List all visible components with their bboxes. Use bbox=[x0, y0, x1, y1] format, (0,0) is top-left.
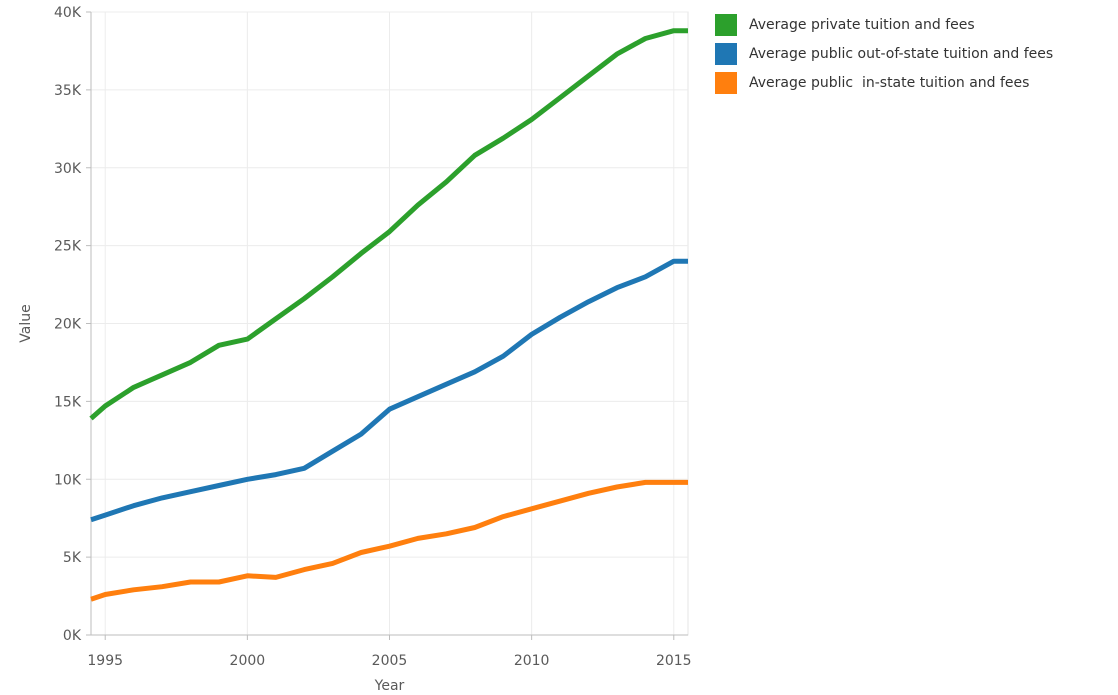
y-tick-label: 35K bbox=[54, 83, 82, 99]
y-tick-label: 30K bbox=[54, 161, 82, 177]
legend-swatch-public-out-of-state bbox=[715, 43, 737, 65]
y-axis-title: Value bbox=[18, 304, 34, 342]
series-lines bbox=[89, 28, 688, 602]
y-tick-label: 25K bbox=[54, 239, 82, 255]
legend-label-private: Average private tuition and fees bbox=[749, 17, 975, 33]
y-tick-label: 5K bbox=[63, 550, 82, 566]
y-tick-label: 40K bbox=[54, 5, 82, 21]
x-tick-label: 2010 bbox=[514, 653, 550, 669]
x-tick-label: 1995 bbox=[87, 653, 123, 669]
axes: 0K 5K 10K 15K 20K 25K 30K 35K 40K 1995 2000 2005 201… bbox=[54, 5, 692, 669]
series-line-2 bbox=[90, 479, 688, 602]
legend-item-private[interactable]: Average private tuition and fees bbox=[715, 14, 1053, 36]
legend-item-public-in-state[interactable]: Average public in-state tuition and fees bbox=[715, 72, 1053, 94]
grid-lines bbox=[90, 11, 689, 636]
y-tick-label: 20K bbox=[54, 317, 82, 333]
legend-swatch-public-in-state bbox=[715, 72, 737, 94]
x-tick-label: 2005 bbox=[372, 653, 408, 669]
x-axis-title: Year bbox=[374, 678, 405, 694]
series-line-0 bbox=[89, 28, 688, 421]
legend-label-public-out-of-state: Average public out-of-state tuition and … bbox=[749, 46, 1054, 62]
y-tick-label: 10K bbox=[54, 472, 82, 488]
legend: Average private tuition and fees Average… bbox=[715, 14, 1053, 107]
y-tick-label: 15K bbox=[54, 394, 82, 410]
legend-item-public-out-of-state[interactable]: Average public out-of-state tuition and … bbox=[715, 43, 1053, 65]
y-tick-label: 0K bbox=[63, 628, 82, 644]
series-line-1 bbox=[90, 258, 688, 523]
legend-swatch-private bbox=[715, 14, 737, 36]
x-tick-label: 2000 bbox=[230, 653, 266, 669]
legend-label-public-in-state: Average public in-state tuition and fees bbox=[749, 75, 1030, 91]
x-tick-label: 2015 bbox=[656, 653, 692, 669]
